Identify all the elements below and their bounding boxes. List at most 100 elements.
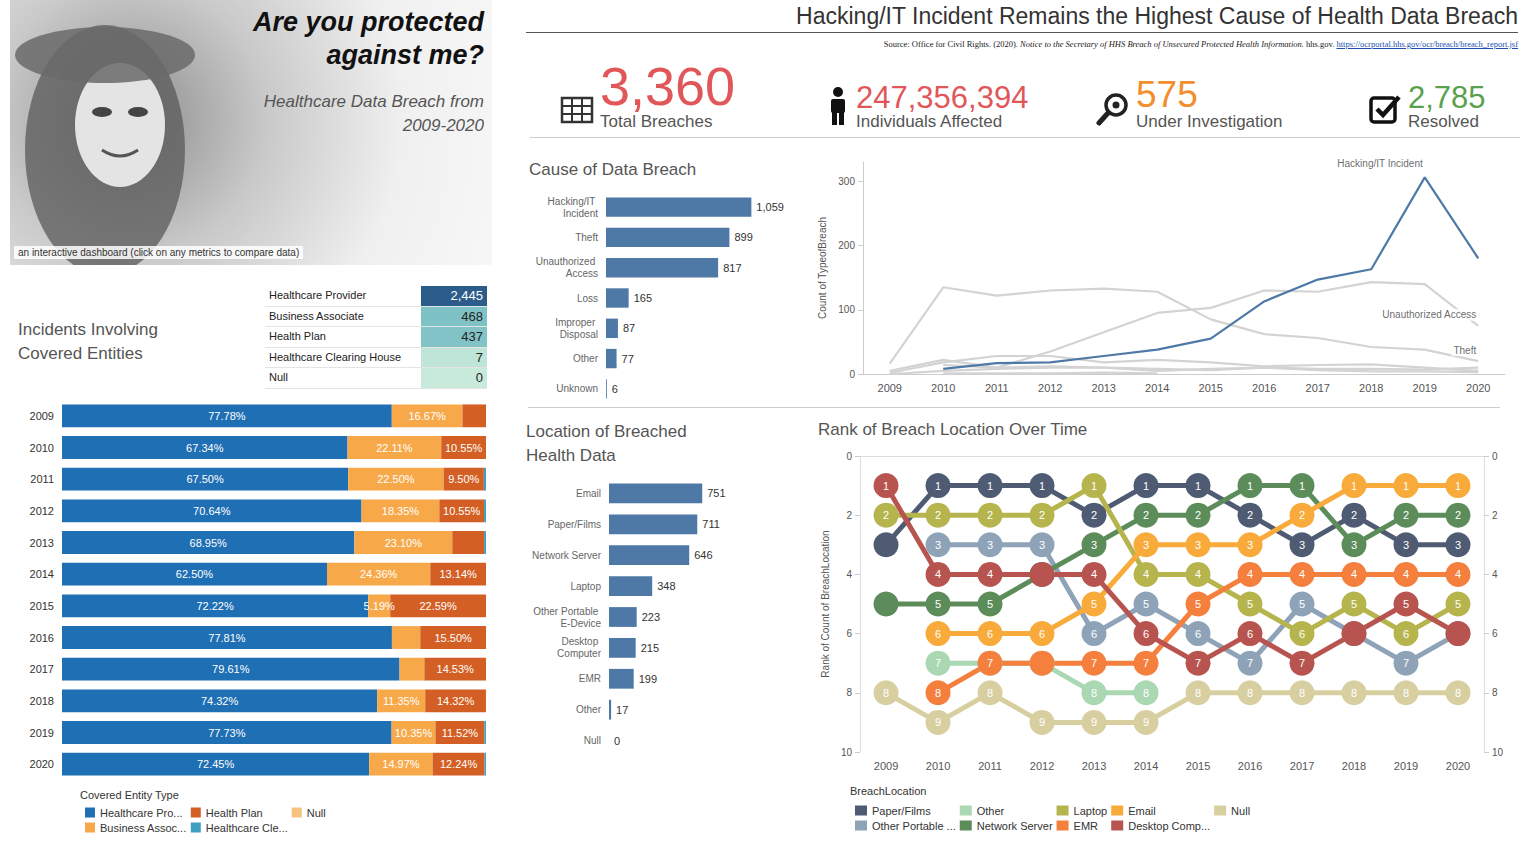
svg-text:2012: 2012: [30, 505, 54, 517]
svg-text:2011: 2011: [985, 382, 1009, 394]
svg-text:E-Device: E-Device: [560, 618, 601, 629]
svg-text:2012: 2012: [1038, 382, 1062, 394]
svg-text:2: 2: [935, 509, 941, 521]
svg-text:8: 8: [1492, 687, 1498, 698]
svg-text:9: 9: [1039, 716, 1045, 728]
svg-text:Theft: Theft: [1453, 345, 1476, 356]
svg-text:751: 751: [707, 487, 725, 499]
svg-text:9: 9: [935, 716, 941, 728]
svg-text:2010: 2010: [926, 760, 950, 772]
svg-text:5: 5: [1247, 598, 1253, 610]
svg-text:2017: 2017: [1290, 760, 1314, 772]
svg-text:8: 8: [1247, 687, 1253, 699]
svg-text:EMR: EMR: [579, 673, 601, 684]
svg-text:0: 0: [849, 369, 855, 380]
svg-text:8: 8: [1299, 687, 1305, 699]
svg-text:6: 6: [1039, 628, 1045, 640]
svg-text:5: 5: [1091, 598, 1097, 610]
svg-text:2013: 2013: [1082, 760, 1106, 772]
svg-text:1: 1: [1091, 480, 1097, 492]
svg-text:3: 3: [1351, 539, 1357, 551]
svg-text:2: 2: [846, 510, 852, 521]
svg-text:711: 711: [702, 518, 720, 530]
svg-text:Null: Null: [1231, 805, 1250, 817]
svg-text:EMR: EMR: [1074, 820, 1099, 832]
svg-text:3: 3: [987, 539, 993, 551]
svg-text:3: 3: [1247, 539, 1253, 551]
svg-text:7: 7: [935, 657, 941, 669]
svg-text:2014: 2014: [1145, 382, 1169, 394]
svg-text:3: 3: [1039, 539, 1045, 551]
svg-text:Desktop Comp...: Desktop Comp...: [1128, 820, 1210, 832]
svg-text:3: 3: [1403, 539, 1409, 551]
svg-text:223: 223: [642, 611, 660, 623]
svg-text:15.50%: 15.50%: [434, 632, 472, 644]
svg-text:1: 1: [883, 480, 889, 492]
svg-text:Access: Access: [566, 268, 598, 279]
svg-text:2: 2: [1455, 509, 1461, 521]
svg-text:2: 2: [1143, 509, 1149, 521]
svg-text:2009: 2009: [878, 382, 902, 394]
svg-text:68.95%: 68.95%: [190, 537, 228, 549]
svg-text:10.35%: 10.35%: [395, 727, 433, 739]
svg-text:2012: 2012: [1030, 760, 1054, 772]
svg-text:2018: 2018: [1342, 760, 1366, 772]
svg-text:3: 3: [1299, 539, 1305, 551]
svg-text:2016: 2016: [30, 632, 54, 644]
svg-text:1,059: 1,059: [756, 201, 784, 213]
svg-text:14.53%: 14.53%: [437, 663, 475, 675]
svg-text:10.55%: 10.55%: [443, 505, 481, 517]
svg-text:Paper/Films: Paper/Films: [872, 805, 931, 817]
svg-text:Other Portable: Other Portable: [533, 606, 601, 617]
svg-text:70.64%: 70.64%: [193, 505, 231, 517]
svg-text:6: 6: [1143, 628, 1149, 640]
svg-text:Theft: Theft: [575, 232, 598, 243]
svg-text:12.24%: 12.24%: [440, 758, 478, 770]
svg-text:Unauthorized: Unauthorized: [536, 256, 598, 267]
svg-text:22.50%: 22.50%: [377, 473, 415, 485]
svg-text:4: 4: [846, 569, 852, 580]
svg-text:1: 1: [1403, 480, 1409, 492]
svg-text:6: 6: [935, 628, 941, 640]
svg-text:Hacking/IT: Hacking/IT: [548, 196, 598, 207]
svg-text:165: 165: [634, 292, 652, 304]
svg-text:13.14%: 13.14%: [439, 568, 477, 580]
svg-text:2: 2: [883, 509, 889, 521]
svg-text:2013: 2013: [30, 537, 54, 549]
svg-text:3: 3: [1143, 539, 1149, 551]
svg-text:14.97%: 14.97%: [382, 758, 420, 770]
svg-text:0: 0: [846, 451, 852, 462]
svg-text:Email: Email: [1128, 805, 1156, 817]
svg-text:4: 4: [1247, 568, 1253, 580]
svg-text:2020: 2020: [1466, 382, 1490, 394]
svg-text:2014: 2014: [30, 568, 54, 580]
svg-text:BreachLocation: BreachLocation: [850, 785, 926, 797]
svg-text:Healthcare Cle...: Healthcare Cle...: [206, 822, 288, 834]
svg-text:7: 7: [1195, 657, 1201, 669]
svg-text:Unauthorized Access: Unauthorized Access: [1382, 309, 1476, 320]
svg-text:5: 5: [1351, 598, 1357, 610]
svg-text:6: 6: [1091, 628, 1097, 640]
svg-text:1: 1: [1039, 480, 1045, 492]
svg-text:6: 6: [1403, 628, 1409, 640]
svg-text:Null: Null: [584, 735, 601, 746]
svg-text:7: 7: [1247, 657, 1253, 669]
svg-text:2015: 2015: [30, 600, 54, 612]
svg-text:23.10%: 23.10%: [385, 537, 423, 549]
svg-text:2: 2: [1039, 509, 1045, 521]
svg-text:Laptop: Laptop: [1074, 805, 1108, 817]
svg-text:0: 0: [614, 735, 620, 747]
svg-text:1: 1: [1455, 480, 1461, 492]
svg-text:100: 100: [838, 304, 855, 315]
svg-text:Health Plan: Health Plan: [206, 807, 263, 819]
svg-text:2011: 2011: [978, 760, 1002, 772]
svg-text:Rank of Count of BreachLocatio: Rank of Count of BreachLocation: [820, 530, 831, 677]
svg-text:2010: 2010: [931, 382, 955, 394]
svg-text:4: 4: [987, 568, 993, 580]
svg-text:5.19%: 5.19%: [364, 600, 395, 612]
svg-text:2019: 2019: [30, 727, 54, 739]
svg-text:646: 646: [694, 549, 712, 561]
svg-text:14.32%: 14.32%: [437, 695, 475, 707]
svg-text:2009: 2009: [874, 760, 898, 772]
svg-text:5: 5: [987, 598, 993, 610]
